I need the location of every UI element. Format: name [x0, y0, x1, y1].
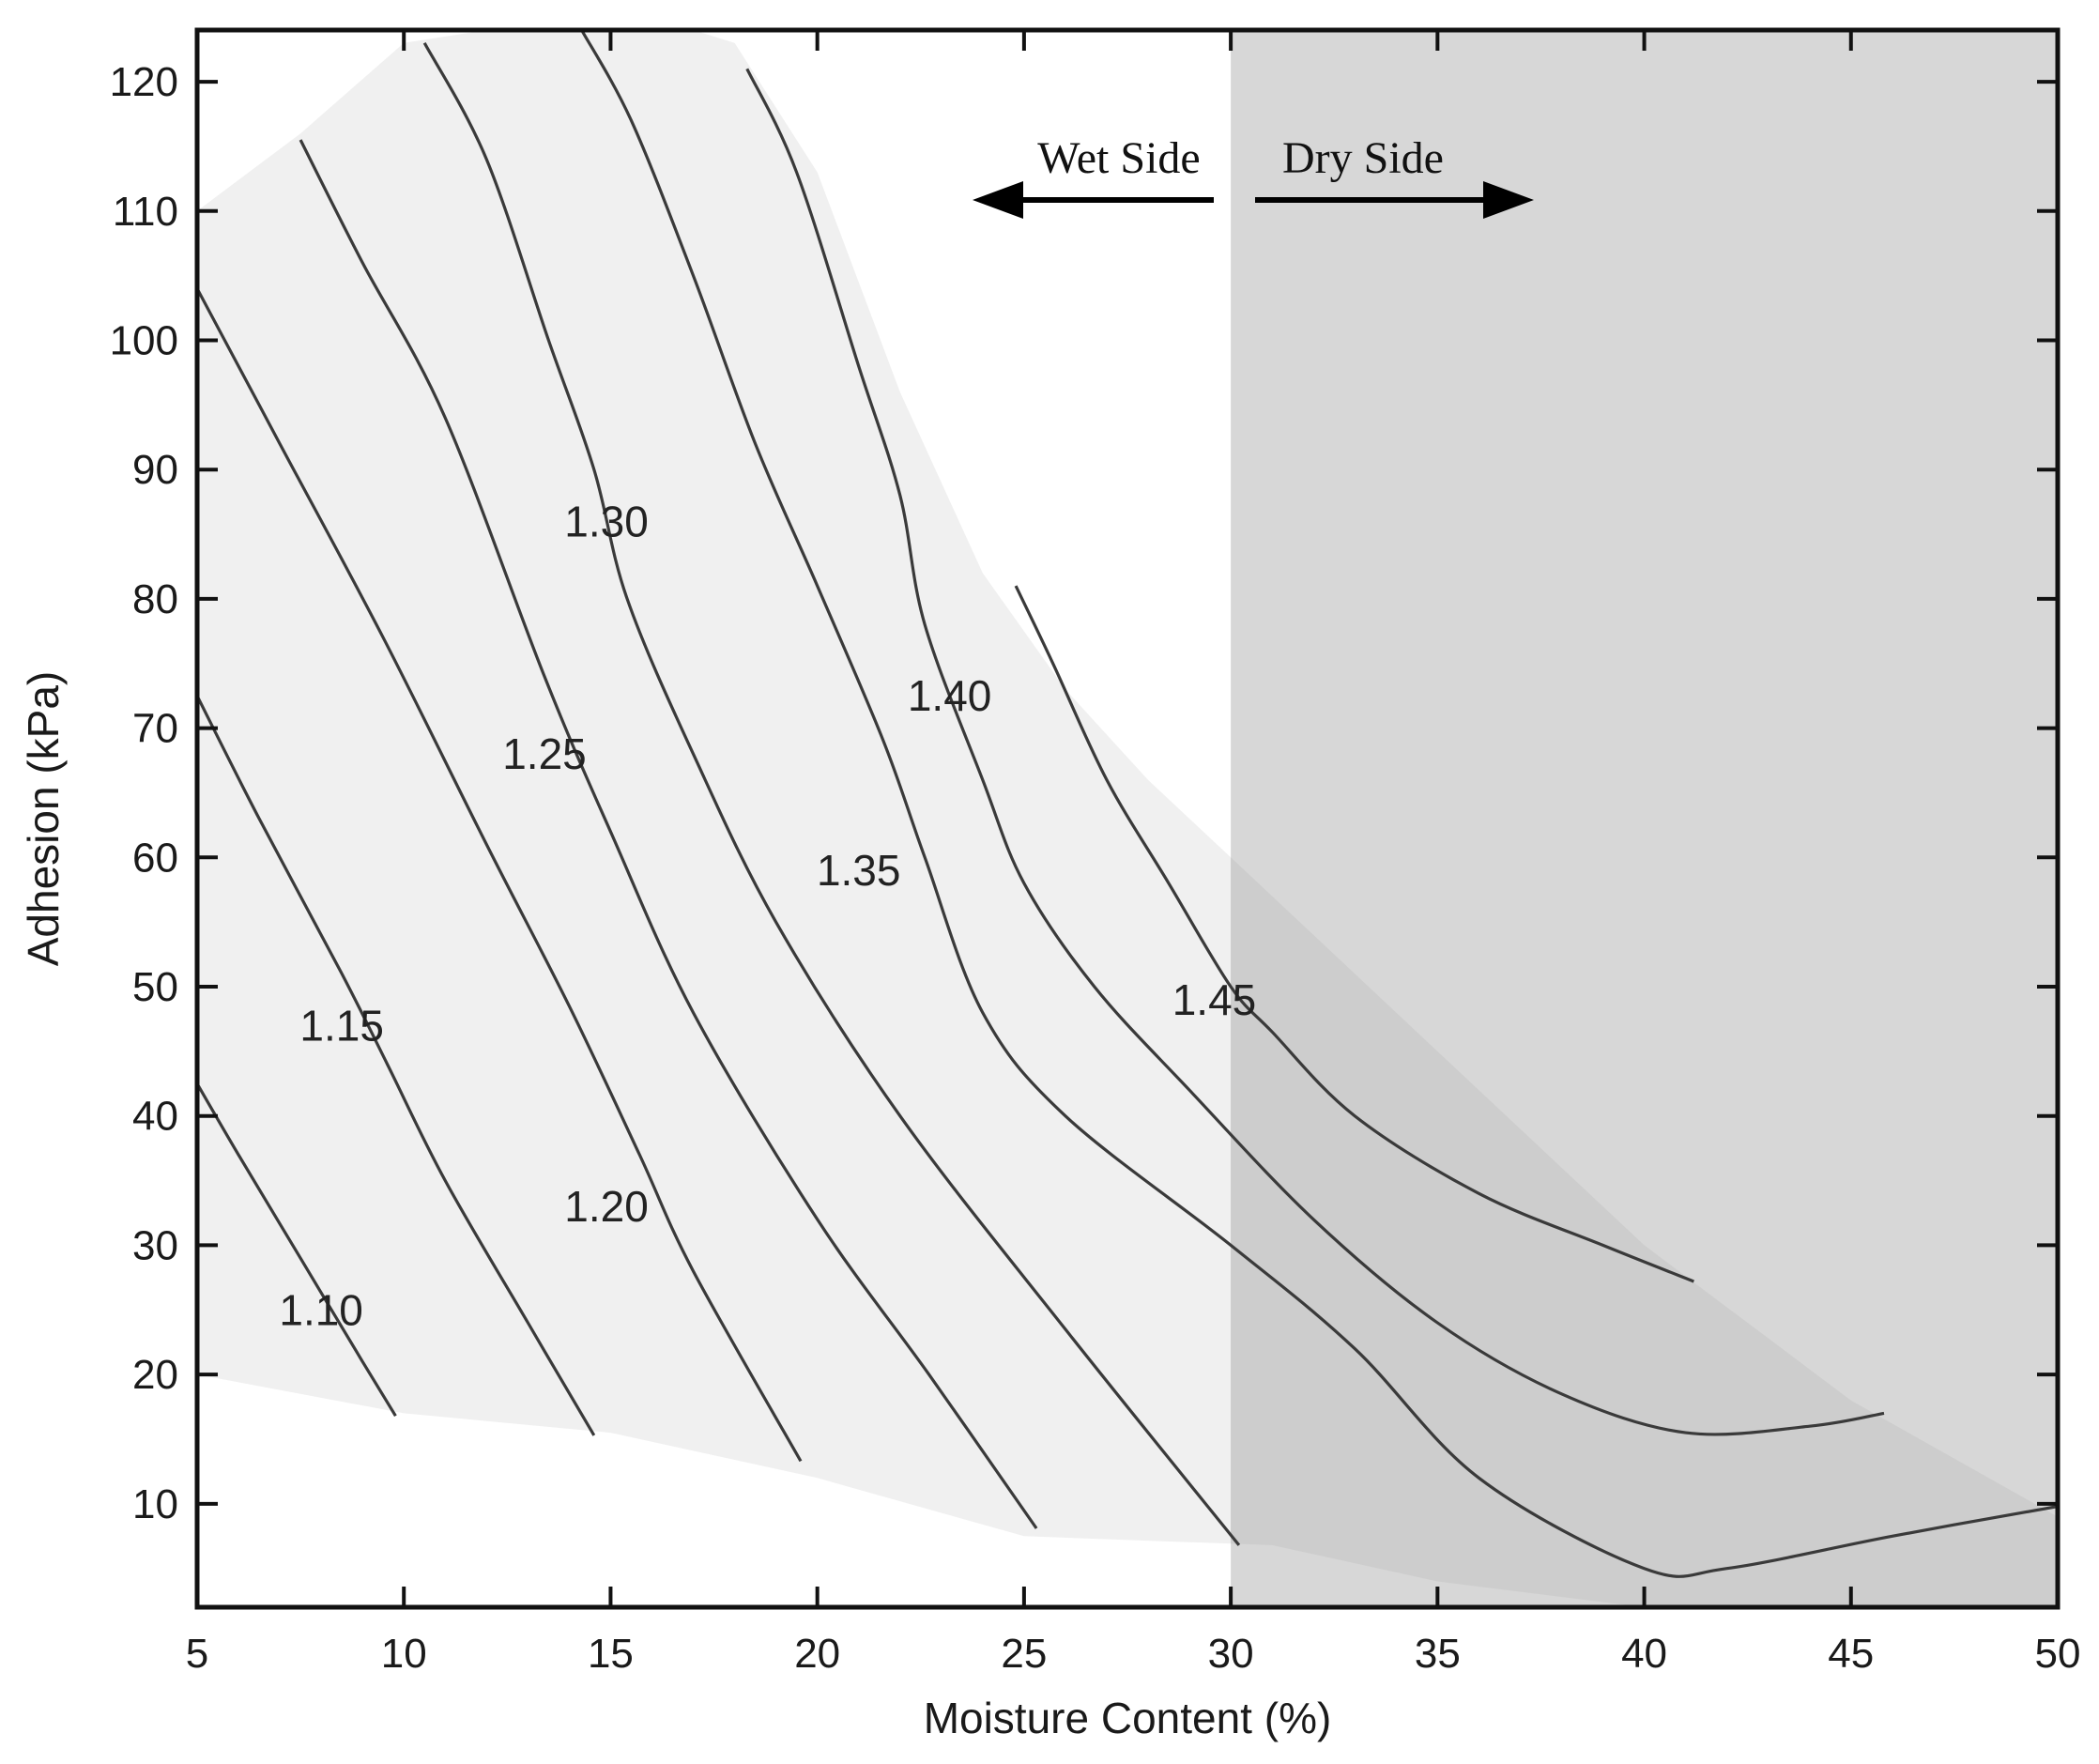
y-tick-label: 10: [132, 1481, 178, 1527]
dry-side-label: Dry Side: [1282, 133, 1444, 183]
contour-label-1-15: 1.15: [299, 1001, 384, 1050]
y-tick-label: 60: [132, 835, 178, 881]
y-tick-label: 90: [132, 447, 178, 493]
x-axis-label: Moisture Content (%): [924, 1694, 1332, 1742]
contour-label-1-30: 1.30: [564, 497, 649, 545]
x-tick-label: 35: [1415, 1631, 1461, 1677]
y-tick-label: 80: [132, 576, 178, 622]
y-tick-label: 120: [110, 59, 178, 105]
contour-label-1-40: 1.40: [908, 671, 992, 720]
wet-side-label: Wet Side: [1037, 133, 1200, 183]
x-tick-label: 30: [1208, 1631, 1254, 1677]
contour-line-1-25: [299, 139, 1038, 1529]
contour-line-1-20: [197, 287, 803, 1463]
x-tick-label: 15: [588, 1631, 634, 1677]
x-tick-label: 5: [186, 1631, 208, 1677]
y-tick-label: 110: [113, 189, 178, 235]
contour-label-1-35: 1.35: [817, 846, 901, 895]
y-tick-label: 100: [110, 317, 178, 363]
contour-line-1-35: [580, 30, 2058, 1578]
contour-label-1-25: 1.25: [502, 729, 587, 778]
contour-label-1-45: 1.45: [1172, 975, 1257, 1024]
wet-side-arrow-icon: [973, 181, 1214, 219]
y-tick-label: 70: [132, 706, 178, 752]
contour-line-1-40: [745, 68, 1885, 1436]
contour-label-1-10: 1.10: [279, 1285, 363, 1334]
contour-label-1-20: 1.20: [564, 1182, 649, 1231]
dry-side-arrow-icon: [1255, 181, 1534, 219]
x-tick-label: 10: [381, 1631, 427, 1677]
y-tick-label: 40: [132, 1094, 178, 1140]
y-tick-label: 50: [132, 964, 178, 1010]
x-tick-label: 20: [794, 1631, 840, 1677]
plot-frame: [194, 27, 2061, 1610]
y-tick-label: 30: [132, 1222, 178, 1268]
x-tick-label: 25: [1001, 1631, 1047, 1677]
x-tick-label: 40: [1621, 1631, 1667, 1677]
contour-line-1-15: [197, 695, 596, 1436]
x-tick-label: 50: [2035, 1631, 2081, 1677]
contour-line-1-30: [422, 42, 1241, 1546]
y-axis-label: Adhesion (kPa): [19, 671, 68, 967]
contour-line-1-45: [1014, 585, 1694, 1283]
contour-line-1-10: [197, 1082, 397, 1418]
x-tick-label: 45: [1828, 1631, 1874, 1677]
y-tick-label: 20: [132, 1352, 178, 1398]
